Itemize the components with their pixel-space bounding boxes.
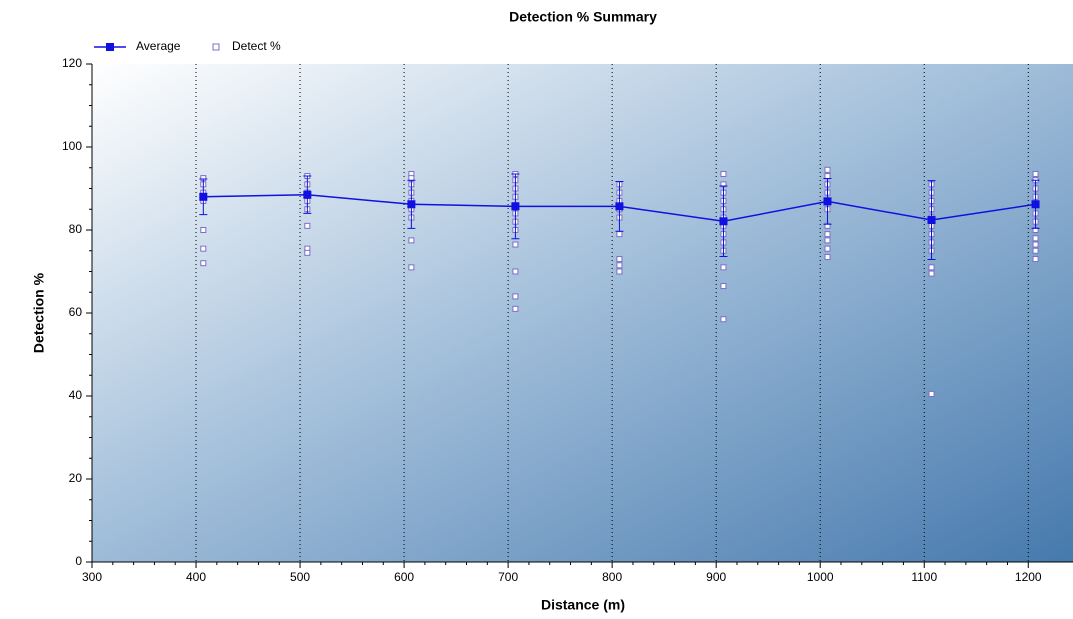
plot-area (92, 64, 1073, 562)
average-marker (927, 216, 936, 225)
x-tick-label: 500 (290, 570, 310, 584)
x-tick-label: 1000 (807, 570, 834, 584)
detect-point (928, 264, 935, 271)
detect-point (1032, 256, 1039, 263)
x-tick-label: 400 (186, 570, 206, 584)
detect-point (200, 245, 207, 252)
y-tick-label: 60 (69, 305, 83, 319)
detect-point (512, 268, 519, 275)
chart-title: Detection % Summary (509, 9, 657, 25)
detect-point (824, 253, 831, 260)
legend: Average Detect % (94, 39, 281, 53)
legend-marker (106, 43, 114, 51)
detect-point (616, 262, 623, 269)
legend-label: Average (136, 39, 181, 53)
detect-point (1032, 241, 1039, 248)
detect-point (824, 245, 831, 252)
x-axis-title: Distance (m) (541, 597, 625, 613)
legend-marker (212, 43, 220, 51)
detect-point (928, 270, 935, 277)
detect-point (616, 268, 623, 275)
x-tick-label: 600 (394, 570, 414, 584)
x-tick-label: 1100 (911, 570, 937, 584)
x-tick-label: 700 (498, 570, 518, 584)
y-tick-label: 120 (62, 56, 82, 70)
detect-point (616, 231, 623, 238)
detect-point (824, 166, 831, 173)
average-marker (719, 217, 728, 226)
x-tick-label: 1200 (1015, 570, 1042, 584)
x-tick-label: 300 (82, 570, 102, 584)
detect-point (720, 316, 727, 323)
average-marker (511, 202, 520, 211)
detect-point (720, 170, 727, 177)
y-tick-label: 20 (69, 471, 83, 485)
detect-point (512, 305, 519, 312)
detect-point (512, 241, 519, 248)
detect-point (616, 256, 623, 263)
detect-point (200, 227, 207, 233)
detect-point (304, 222, 311, 229)
y-axis-title: Detection % (31, 272, 47, 353)
average-marker (407, 200, 416, 209)
detect-point (304, 249, 311, 256)
detect-point (1032, 235, 1039, 242)
detect-point (824, 231, 831, 238)
detect-point (720, 283, 727, 290)
detect-point (512, 293, 519, 300)
average-marker (303, 190, 312, 199)
legend-label: Detect % (232, 39, 281, 53)
y-tick-label: 100 (62, 139, 82, 153)
average-marker (823, 197, 832, 206)
y-tick-label: 0 (75, 554, 82, 568)
detect-point (1032, 170, 1039, 177)
detect-point (824, 237, 831, 244)
average-marker (1031, 200, 1040, 209)
y-tick-label: 80 (69, 222, 83, 236)
detect-point (408, 264, 415, 271)
detect-point (824, 173, 831, 180)
x-tick-label: 800 (602, 570, 622, 584)
detect-point (408, 237, 415, 244)
average-marker (615, 202, 624, 211)
average-marker (199, 192, 208, 201)
y-tick-label: 40 (69, 388, 83, 402)
detect-point (200, 260, 207, 267)
detect-point (1032, 247, 1039, 254)
detect-point (720, 264, 727, 271)
detect-point (928, 390, 935, 397)
x-tick-label: 900 (706, 570, 726, 584)
